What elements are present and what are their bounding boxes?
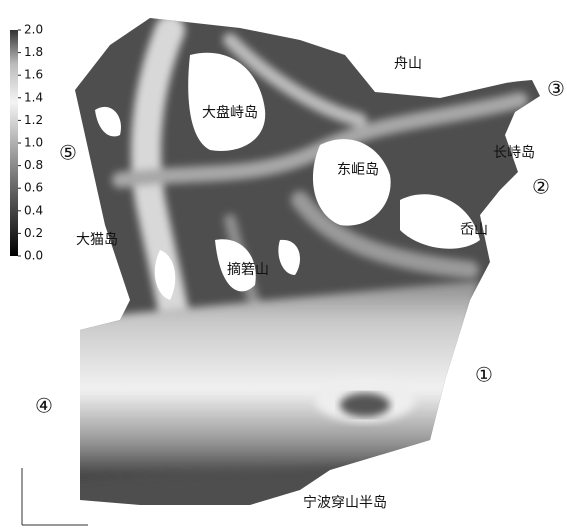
colorbar-tick-label: 1.2 [24, 113, 43, 127]
colorbar-tick-label: 0.2 [24, 226, 43, 240]
colorbar-tick-label: 0.0 [24, 249, 43, 263]
colorbar-tick-label: 1.0 [24, 136, 43, 150]
colorbar-tick-label: 1.6 [24, 68, 43, 82]
place-label: 长峙岛 [493, 145, 535, 161]
colorbar-tick-label: 1.4 [24, 90, 43, 104]
region-marker: ⑤ [59, 141, 77, 165]
place-label: 舟山 [394, 56, 422, 72]
colorbar-tick-label: 0.6 [24, 181, 43, 195]
colorbar-tick-label: 0.4 [24, 203, 43, 217]
place-label: 岙山 [460, 222, 488, 238]
region-marker: ③ [547, 77, 565, 101]
map-figure: 2.0 1.8 1.6 1.4 1.2 1.0 0.8 0.6 0.4 0.2 0.0 舟山大盘峙岛东… [0, 0, 567, 531]
place-label: 大猫岛 [76, 232, 118, 248]
colorbar-tick-label: 1.8 [24, 45, 43, 59]
region-marker: ② [532, 175, 550, 199]
region-marker: ④ [35, 394, 53, 418]
region-marker: ① [475, 363, 493, 387]
place-label: 大盘峙岛 [202, 104, 258, 121]
map-raster [60, 10, 550, 510]
colorbar-tick-label: 2.0 [24, 23, 43, 37]
place-label: 东岠岛 [337, 162, 379, 178]
colorbar-tick-label: 0.8 [24, 158, 43, 172]
place-label: 宁波穿山半岛 [303, 494, 387, 511]
axes-indicator [22, 468, 88, 525]
place-label: 摘箬山 [227, 261, 269, 278]
colorbar [10, 30, 18, 256]
